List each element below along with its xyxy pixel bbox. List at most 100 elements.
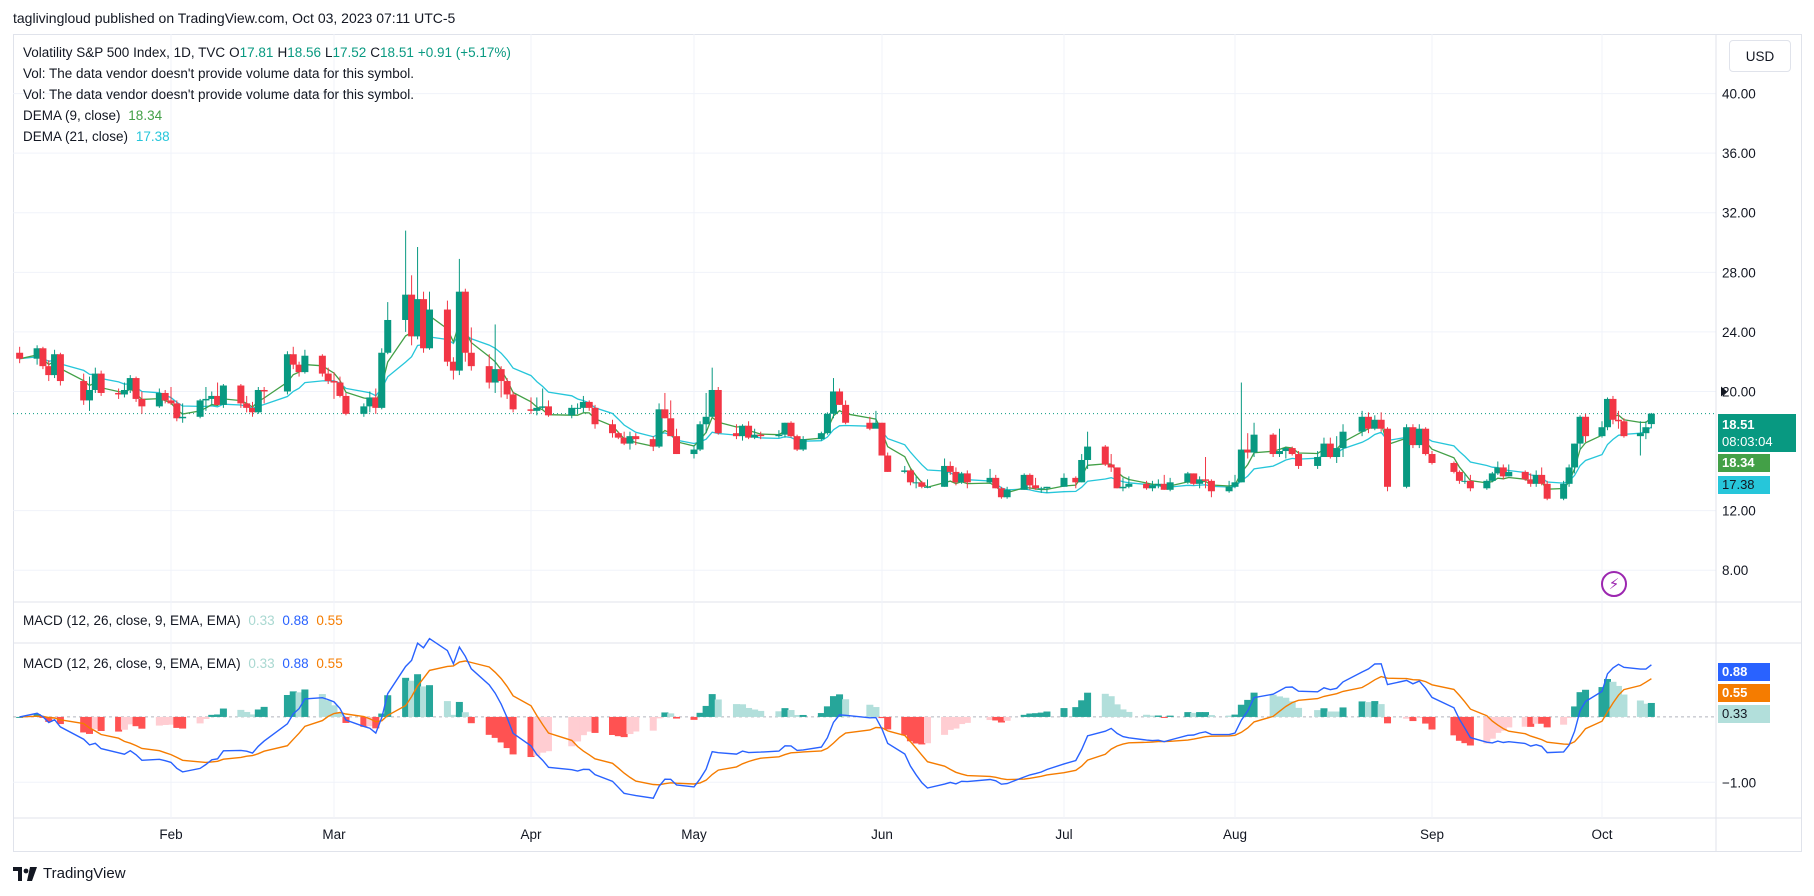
macd-histogram-bar bbox=[829, 696, 837, 717]
macd-histogram-bar bbox=[1647, 702, 1655, 717]
macd-histogram-bar bbox=[1237, 704, 1245, 717]
macd-histogram-bar bbox=[649, 716, 657, 731]
candle-body bbox=[1326, 443, 1334, 458]
candle-body bbox=[579, 401, 587, 408]
candle-body bbox=[289, 354, 297, 365]
candle-body bbox=[986, 477, 994, 483]
macd-price-tag: 0.88 bbox=[1718, 663, 1770, 681]
candle-body bbox=[585, 401, 593, 408]
candle-body bbox=[732, 433, 740, 437]
candle-body bbox=[295, 364, 303, 373]
candle-body bbox=[1196, 479, 1204, 484]
candle-body bbox=[384, 319, 392, 353]
macd-histogram-bar bbox=[690, 716, 698, 720]
candle-body bbox=[690, 449, 698, 455]
candle-body bbox=[696, 424, 704, 450]
candle-body bbox=[912, 482, 920, 484]
grid-lines bbox=[13, 34, 1802, 852]
candle-body bbox=[1244, 449, 1252, 453]
chart-frame[interactable] bbox=[13, 34, 1802, 852]
macd-histogram-bar bbox=[138, 716, 146, 729]
tradingview-logo[interactable]: TradingView bbox=[13, 865, 126, 882]
date-tick-label: Sep bbox=[1420, 827, 1444, 842]
candle-body bbox=[1314, 457, 1322, 466]
macd-histogram-bar bbox=[1603, 678, 1611, 717]
candle-body bbox=[56, 354, 64, 382]
candle-body bbox=[1295, 454, 1303, 466]
candle-body bbox=[1333, 448, 1341, 458]
macd-histogram-bar bbox=[461, 712, 469, 717]
price-tick-label: 20.00 bbox=[1722, 384, 1756, 399]
candle-body bbox=[1184, 473, 1192, 483]
legend-macd-1: MACD (12, 26, close, 9, EMA, EMA) 0.33 0… bbox=[23, 613, 347, 628]
macd-histogram-bar bbox=[539, 716, 547, 753]
macd-histogram-bar bbox=[901, 716, 909, 736]
candle-body bbox=[992, 477, 1000, 489]
macd-histogram-bar bbox=[173, 716, 181, 728]
change-value: +0.91 (+5.17%) bbox=[417, 45, 511, 60]
candle-body bbox=[673, 436, 681, 455]
macd-histogram-bar bbox=[1598, 687, 1606, 717]
candle-body bbox=[918, 482, 926, 487]
macd-histogram-bar bbox=[1415, 716, 1423, 719]
macd-line bbox=[19, 637, 1652, 799]
macd-histogram-bar bbox=[219, 708, 227, 717]
macd-histogram-bar bbox=[1527, 716, 1535, 727]
macd-histogram-bar bbox=[787, 710, 795, 717]
macd-histogram-bar bbox=[1143, 714, 1151, 717]
macd-histogram-bar bbox=[1113, 704, 1121, 717]
dema9-price-tag: 18.34 bbox=[1718, 454, 1770, 472]
close-label: C bbox=[370, 45, 381, 60]
macd-histogram-bar bbox=[497, 716, 505, 743]
candle-body bbox=[318, 355, 326, 374]
candle-body bbox=[632, 436, 640, 440]
candle-body bbox=[708, 389, 716, 417]
candle-body bbox=[196, 400, 204, 417]
macd-histogram-bar bbox=[80, 716, 88, 733]
candle-body bbox=[1576, 416, 1584, 444]
macd-histogram-bar bbox=[872, 707, 880, 717]
macd-histogram-bar bbox=[1339, 707, 1347, 717]
macd-histogram-bar bbox=[696, 712, 704, 717]
macd-histogram-bar bbox=[775, 711, 783, 717]
macd-histogram-bar bbox=[1565, 716, 1573, 718]
candle-body bbox=[1003, 489, 1011, 498]
candle-body bbox=[757, 434, 765, 437]
legend-vol-2: Vol: The data vendor doesn't provide vol… bbox=[23, 87, 415, 102]
macd-histogram-bar bbox=[97, 716, 105, 731]
legend-dema21: DEMA (21, close) 17.38 bbox=[23, 129, 174, 144]
currency-button[interactable]: USD bbox=[1729, 40, 1791, 72]
macd-histogram-bar bbox=[527, 716, 535, 758]
macd-histogram-bar bbox=[301, 689, 309, 717]
macd-histogram-bar bbox=[1026, 713, 1034, 717]
candle-body bbox=[1642, 427, 1650, 434]
candle-body bbox=[1455, 471, 1463, 481]
macd-histogram-bar bbox=[941, 716, 949, 735]
macd-histogram-bar bbox=[1084, 692, 1092, 717]
candle-body bbox=[1026, 474, 1034, 486]
macd-histogram-bar bbox=[1450, 716, 1458, 736]
macd-histogram-bar bbox=[384, 695, 392, 717]
candle-body bbox=[1483, 480, 1491, 489]
candle-body bbox=[1119, 486, 1127, 489]
candle-body bbox=[1571, 443, 1579, 468]
candle-body bbox=[1166, 482, 1174, 490]
macd-histogram-bar bbox=[1078, 700, 1086, 717]
last-price-tag: 18.51 08:03:04 bbox=[1718, 414, 1796, 452]
candle-body bbox=[941, 465, 949, 487]
macd-histogram-bar bbox=[1466, 716, 1474, 746]
candle-body bbox=[609, 424, 616, 434]
candle-body bbox=[1403, 427, 1411, 487]
lightning-icon[interactable]: ⚡ bbox=[1601, 571, 1627, 597]
candle-body bbox=[372, 397, 380, 408]
macd-histogram-bar bbox=[817, 713, 825, 717]
macd-histogram-bar bbox=[591, 716, 599, 733]
candle-body bbox=[173, 403, 181, 419]
candle-body bbox=[775, 434, 783, 437]
candle-body bbox=[202, 398, 210, 401]
macd-histogram-bar bbox=[1190, 712, 1198, 717]
candle-body bbox=[1636, 433, 1644, 437]
macd-histogram-bar bbox=[1571, 706, 1579, 717]
macd-histogram-bar bbox=[126, 716, 134, 725]
